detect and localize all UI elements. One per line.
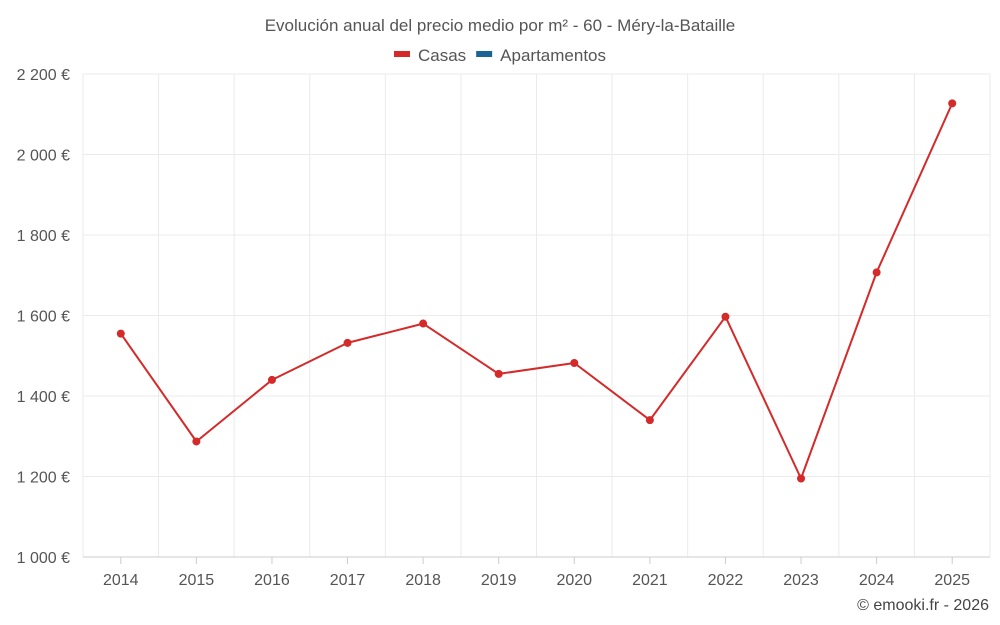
x-tick-label: 2024: [859, 572, 895, 589]
data-point-casas[interactable]: [192, 437, 201, 446]
credit-text: © emooki.fr - 2026: [857, 597, 989, 614]
data-point-casas[interactable]: [494, 369, 503, 378]
data-point-casas[interactable]: [872, 268, 881, 277]
x-tick-label: 2014: [103, 572, 139, 589]
legend-item-casas[interactable]: Casas: [393, 46, 466, 65]
y-tick-label: 1 800 €: [17, 228, 70, 245]
data-point-casas[interactable]: [797, 474, 806, 483]
x-tick-label: 2025: [934, 572, 970, 589]
y-tick-label: 1 200 €: [17, 470, 70, 487]
x-tick-label: 2015: [179, 572, 215, 589]
x-tick-label: 2020: [556, 572, 592, 589]
x-tick-label: 2023: [783, 572, 819, 589]
data-point-casas[interactable]: [721, 312, 730, 321]
legend-swatch: [476, 51, 493, 57]
data-point-casas[interactable]: [645, 416, 654, 425]
x-tick-label: 2017: [330, 572, 366, 589]
x-tick-label: 2019: [481, 572, 517, 589]
x-tick-label: 2016: [254, 572, 290, 589]
data-point-casas[interactable]: [116, 329, 125, 338]
legend-label: Casas: [418, 46, 466, 65]
y-tick-label: 2 000 €: [17, 148, 70, 165]
y-tick-label: 1 400 €: [17, 389, 70, 406]
data-point-casas[interactable]: [948, 99, 957, 108]
y-tick-label: 1 600 €: [17, 309, 70, 326]
x-tick-label: 2022: [708, 572, 744, 589]
data-point-casas[interactable]: [570, 358, 579, 367]
y-tick-label: 1 000 €: [17, 550, 70, 567]
series-layer: [116, 99, 957, 483]
legend-label: Apartamentos: [500, 46, 606, 65]
data-point-casas[interactable]: [419, 319, 428, 328]
x-tick-label: 2021: [632, 572, 668, 589]
legend-item-apartamentos[interactable]: Apartamentos: [476, 46, 606, 65]
data-point-casas[interactable]: [343, 338, 352, 347]
legend-swatch: [393, 51, 410, 57]
axes-layer: 1 000 € 1 200 € 1 400 € 1 600 € 1 800 € 2 000…: [17, 67, 990, 589]
series-line-casas: [119, 102, 954, 480]
grid-layer: [82, 73, 991, 557]
legend: Casas Apartamentos: [393, 46, 606, 65]
data-point-casas[interactable]: [267, 375, 276, 384]
x-tick-label: 2018: [405, 572, 441, 589]
y-tick-label: 2 200 €: [17, 67, 70, 84]
chart-title: Evolución anual del precio medio por m² …: [265, 16, 736, 35]
